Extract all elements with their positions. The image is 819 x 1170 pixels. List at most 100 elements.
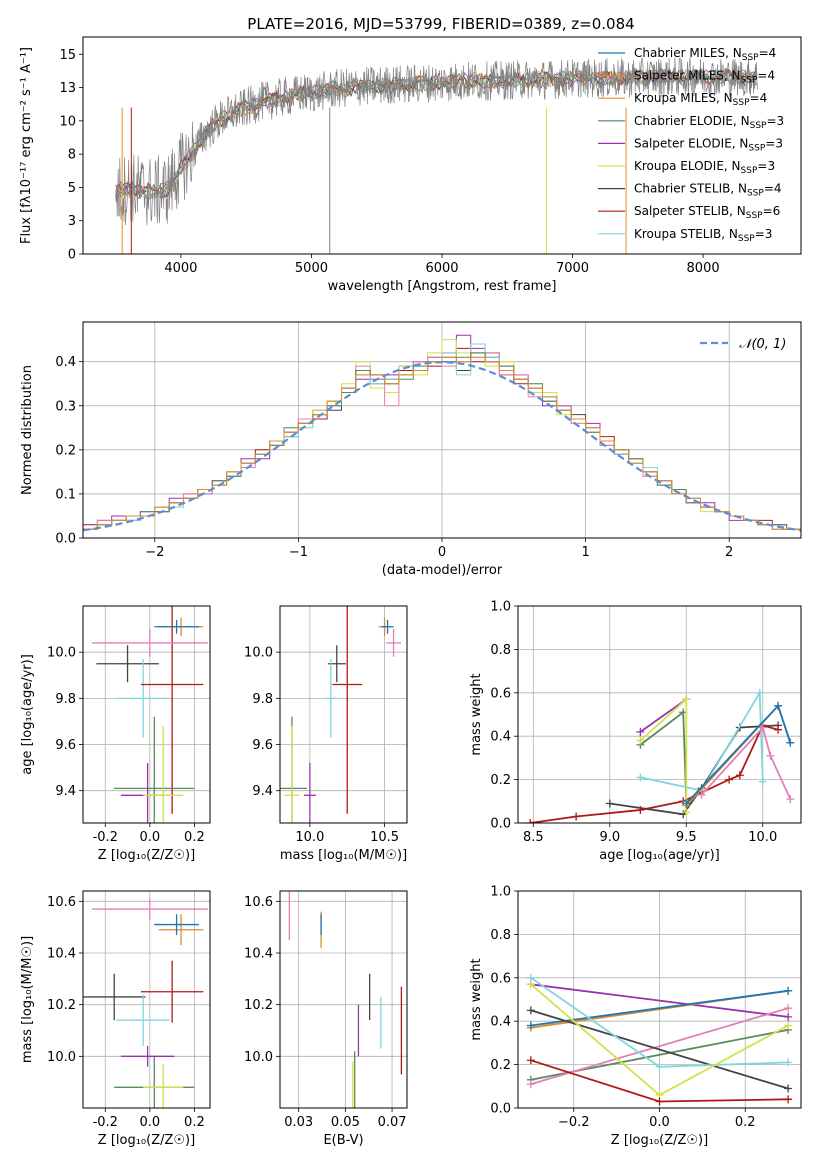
weight-series-line <box>530 989 789 1027</box>
y-tick-label: 13 <box>59 81 76 96</box>
panel-residuals: −2 −1 0 1 2 0.0 0.1 0.2 0.3 0.4 (data-model)/error… <box>20 321 802 578</box>
x-tick-label: 0.0 <box>139 1115 160 1130</box>
y-tick-label: 0.4 <box>55 355 76 370</box>
weight-point <box>526 1006 535 1015</box>
legend-label: Kroupa STELIB, NSSP=3 <box>634 227 772 244</box>
y-axis-label: mass weight <box>469 958 484 1040</box>
weight-point <box>682 799 691 808</box>
weight-point <box>784 1012 793 1021</box>
y-tick-label: 10.2 <box>244 998 273 1013</box>
axes-frame <box>517 890 802 1109</box>
x-tick-label: 0.03 <box>284 1115 313 1130</box>
panel-mass-vs-ebv: 0.03 0.05 0.07 10.0 10.2 10.4 10.6 E(B-V) <box>244 890 408 1148</box>
y-tick-label: 0.6 <box>490 686 511 701</box>
x-tick-label: 7000 <box>556 261 589 276</box>
legend-label: Chabrier STELIB, NSSP=4 <box>634 182 782 199</box>
x-tick-label: 0.05 <box>331 1115 360 1130</box>
y-tick-label: 10.0 <box>244 646 273 661</box>
axes-frame <box>82 890 211 1109</box>
x-tick-label: 1 <box>581 545 589 560</box>
error-bar <box>303 762 316 823</box>
x-tick-label: 0 <box>438 545 446 560</box>
y-tick-label: 10.4 <box>244 947 273 962</box>
axes-frame <box>279 890 408 1109</box>
x-tick-label: 2 <box>725 545 733 560</box>
error-bar <box>324 659 337 738</box>
x-tick-label: 6000 <box>425 261 458 276</box>
x-tick-label: -0.2 <box>93 830 118 845</box>
weight-series-line <box>640 689 764 792</box>
weight-point <box>784 1004 793 1013</box>
error-bar <box>114 716 195 823</box>
x-tick-label: 0.0 <box>649 1115 670 1130</box>
y-tick-label: 9.4 <box>55 784 76 799</box>
error-bar <box>143 726 184 823</box>
weight-point <box>786 738 795 747</box>
y-tick-label: 0.8 <box>490 928 511 943</box>
x-axis-label: (data-model)/error <box>382 563 503 578</box>
y-tick-label: 10.4 <box>47 947 76 962</box>
error-bar <box>96 645 159 683</box>
legend-label: Kroupa MILES, NSSP=4 <box>634 91 767 108</box>
x-tick-label: -0.2 <box>93 1115 118 1130</box>
y-tick-label: 0.8 <box>490 643 511 658</box>
error-bar <box>154 914 199 935</box>
weight-point <box>786 795 795 804</box>
weight-point <box>526 1021 535 1030</box>
error-bar <box>381 619 394 634</box>
axes-frame <box>517 605 802 824</box>
y-axis-label: Flux [fλ10⁻¹⁷ erg cm⁻² s⁻¹ A⁻¹] <box>19 47 34 244</box>
observed-spectrum <box>115 57 759 226</box>
y-axis-label: mass weight <box>469 673 484 755</box>
plot-area <box>280 891 407 1108</box>
plot-area <box>83 891 210 1108</box>
error-bar <box>386 629 402 657</box>
y-tick-label: 0.3 <box>55 399 76 414</box>
error-bar <box>83 973 146 1021</box>
y-tick-label: 1.0 <box>490 885 511 900</box>
axes-frame <box>82 36 802 255</box>
weight-point <box>758 723 767 732</box>
error-bar <box>140 960 204 1023</box>
error-bar <box>140 606 204 814</box>
weight-series-line <box>700 725 792 800</box>
plot-area <box>518 606 801 823</box>
weight-point <box>758 777 767 786</box>
weight-series-line <box>530 724 779 823</box>
y-axis-label: Normed distribution <box>20 365 35 495</box>
x-tick-label: 10.0 <box>295 830 324 845</box>
x-tick-label: 5000 <box>295 261 328 276</box>
weight-point <box>697 790 706 799</box>
weight-series-line <box>530 1007 789 1085</box>
y-tick-label: 10.0 <box>47 646 76 661</box>
y-axis-label: age [log₁₀(age/yr)] <box>20 654 35 775</box>
panel-age-vs-mass: 10.0 10.5 9.4 9.6 9.8 10.0 mass [log₁₀(M/M☉)] <box>244 605 408 863</box>
weight-point <box>784 1021 793 1030</box>
x-axis-label: Z [log₁₀(Z/Z☉)] <box>98 1133 195 1148</box>
y-tick-label: 5 <box>68 181 76 196</box>
weight-point <box>655 1062 664 1071</box>
error-bar <box>91 898 208 920</box>
weight-point <box>655 1097 664 1106</box>
weight-point <box>735 771 744 780</box>
weight-point <box>636 805 645 814</box>
normal-curve <box>83 360 801 532</box>
weight-point <box>784 1095 793 1104</box>
legend-label: Salpeter ELODIE, NSSP=3 <box>634 136 783 153</box>
y-tick-label: 10.0 <box>244 1050 273 1065</box>
panel-age-vs-Z: -0.2 0.0 0.2 9.4 9.6 9.8 10.0 Z [log₁₀(Z/Z☉)] ag… <box>20 605 211 863</box>
weight-point <box>636 727 645 736</box>
figure-title: PLATE=2016, MJD=53799, FIBERID=0389, z=0… <box>247 15 634 33</box>
y-tick-label: 10.6 <box>244 895 273 910</box>
y-tick-label: 1.0 <box>490 600 511 615</box>
y-tick-label: 0.2 <box>490 773 511 788</box>
legend-label: Salpeter STELIB, NSSP=6 <box>634 204 780 221</box>
y-tick-label: 10 <box>59 114 76 129</box>
weight-point <box>725 775 734 784</box>
weight-point <box>605 799 614 808</box>
y-tick-label: 9.6 <box>55 738 76 753</box>
legend-label: Chabrier ELODIE, NSSP=3 <box>634 114 784 131</box>
legend-label: Salpeter MILES, NSSP=4 <box>634 69 775 86</box>
x-axis-label: age [log₁₀(age/yr)] <box>599 848 720 863</box>
x-tick-label: 8.5 <box>523 830 544 845</box>
